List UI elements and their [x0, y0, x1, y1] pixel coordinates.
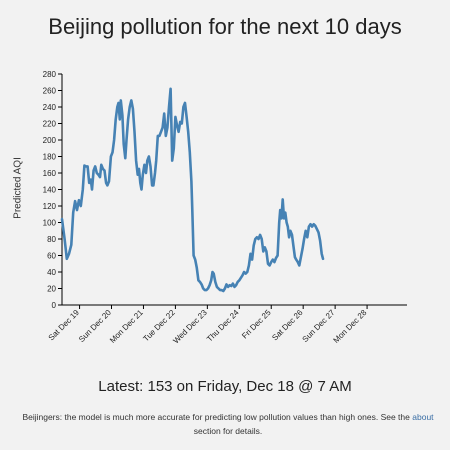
chart-title: Beijing pollution for the next 10 days — [48, 14, 402, 39]
y-tick-label: 180 — [43, 153, 57, 162]
y-tick-label: 100 — [43, 219, 57, 228]
y-tick-label: 20 — [47, 285, 56, 294]
y-tick-label: 280 — [43, 70, 57, 79]
y-tick-label: 200 — [43, 136, 57, 145]
x-tick-label: Fri Dec 25 — [240, 308, 273, 341]
accuracy-note: Beijingers: the model is much more accur… — [18, 410, 438, 438]
y-tick-label: 40 — [47, 268, 56, 277]
y-tick-label: 120 — [43, 202, 57, 211]
y-tick-label: 0 — [52, 301, 57, 310]
y-tick-label: 60 — [47, 252, 56, 261]
x-tick-label: Thu Dec 24 — [205, 308, 241, 344]
y-tick-label: 260 — [43, 87, 57, 96]
about-link[interactable]: about — [412, 412, 434, 422]
y-tick-label: 80 — [47, 235, 56, 244]
y-tick-label: 220 — [43, 120, 57, 129]
series-line — [60, 87, 325, 293]
y-tick-label: 240 — [43, 103, 57, 112]
note-text: Beijingers: the model is much more accur… — [22, 412, 410, 422]
x-tick-label: Mon Dec 21 — [108, 308, 145, 345]
latest-reading: Latest: 153 on Friday, Dec 18 @ 7 AM — [98, 378, 352, 395]
note-text-end: section for details. — [193, 426, 263, 436]
y-tick-label: 140 — [43, 186, 57, 195]
y-tick-label: 160 — [43, 169, 57, 178]
x-tick-label: Mon Dec 28 — [332, 308, 369, 345]
x-tick-label: Wed Dec 23 — [171, 308, 209, 346]
